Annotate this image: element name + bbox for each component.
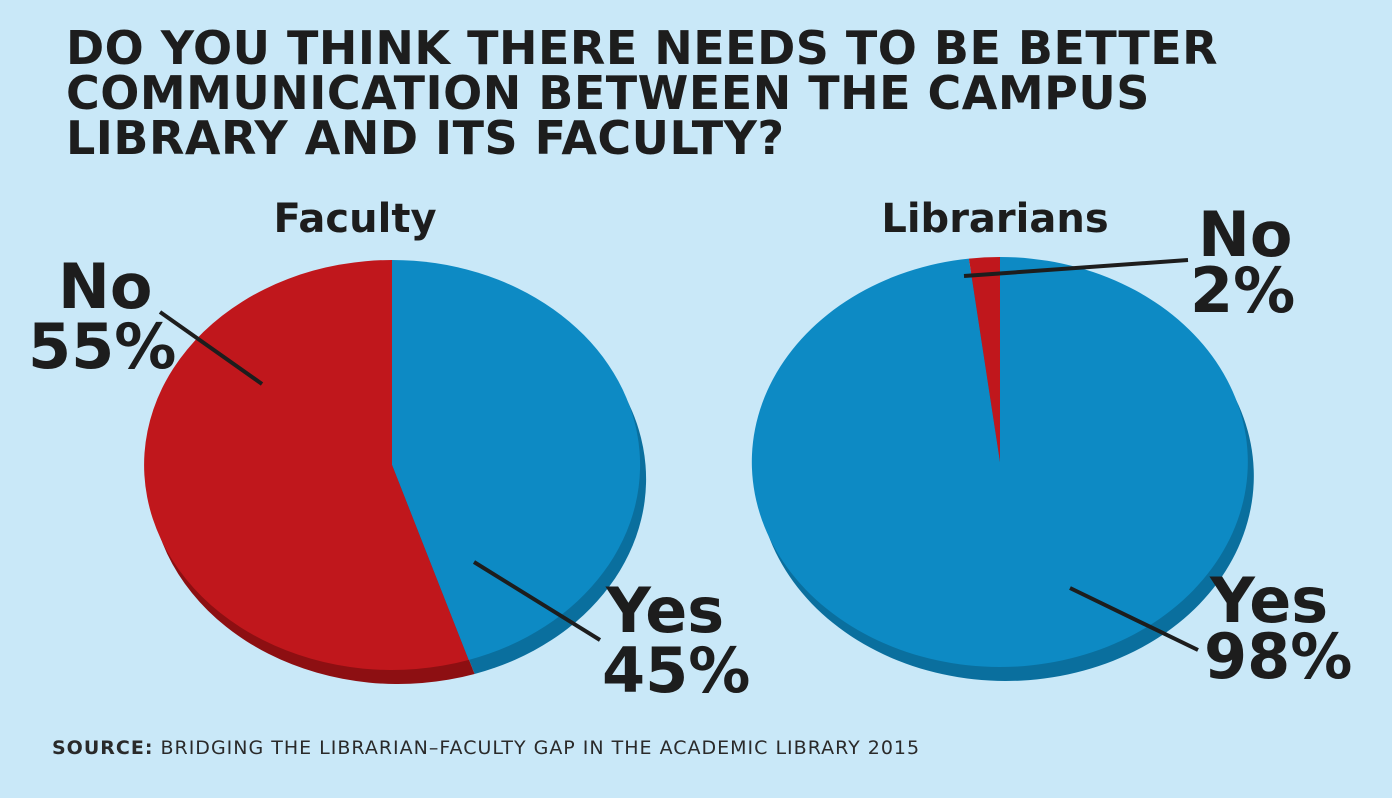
chart-title-librarians: Librarians [881,196,1108,242]
chart-title: DO YOU THINK THERE NEEDS TO BE BETTER CO… [66,21,1219,165]
leader-line-librarians-no [963,258,1189,278]
slice-value-faculty-yes: 45% [602,634,750,707]
pie-slice-librarians-no [968,256,1000,462]
source-text: BRIDGING THE LIBRARIAN–FACULTY GAP IN TH… [160,737,921,759]
source-label: SOURCE: [52,737,154,759]
leader-line-faculty-no [158,310,264,386]
source-note: SOURCE: BRIDGING THE LIBRARIAN–FACULTY G… [52,737,920,759]
slice-label-librarians-yes: Yes [1209,564,1328,637]
slice-value-faculty-no: 55% [28,310,176,383]
slice-value-librarians-yes: 98% [1204,620,1352,693]
chart-title-faculty: Faculty [273,196,436,242]
leader-line-faculty-yes [472,560,602,642]
pie-slice-librarians-yes [751,257,1248,667]
slice-label-faculty-yes: Yes [605,574,724,647]
leader-line-librarians-yes [1069,586,1199,652]
pie-slice-faculty-no [144,260,469,670]
slice-label-librarians-no: No [1198,198,1292,271]
slice-label-faculty-no: No [58,250,152,323]
slice-value-librarians-no: 2% [1190,254,1295,327]
pie-slice-faculty-yes [392,259,641,660]
